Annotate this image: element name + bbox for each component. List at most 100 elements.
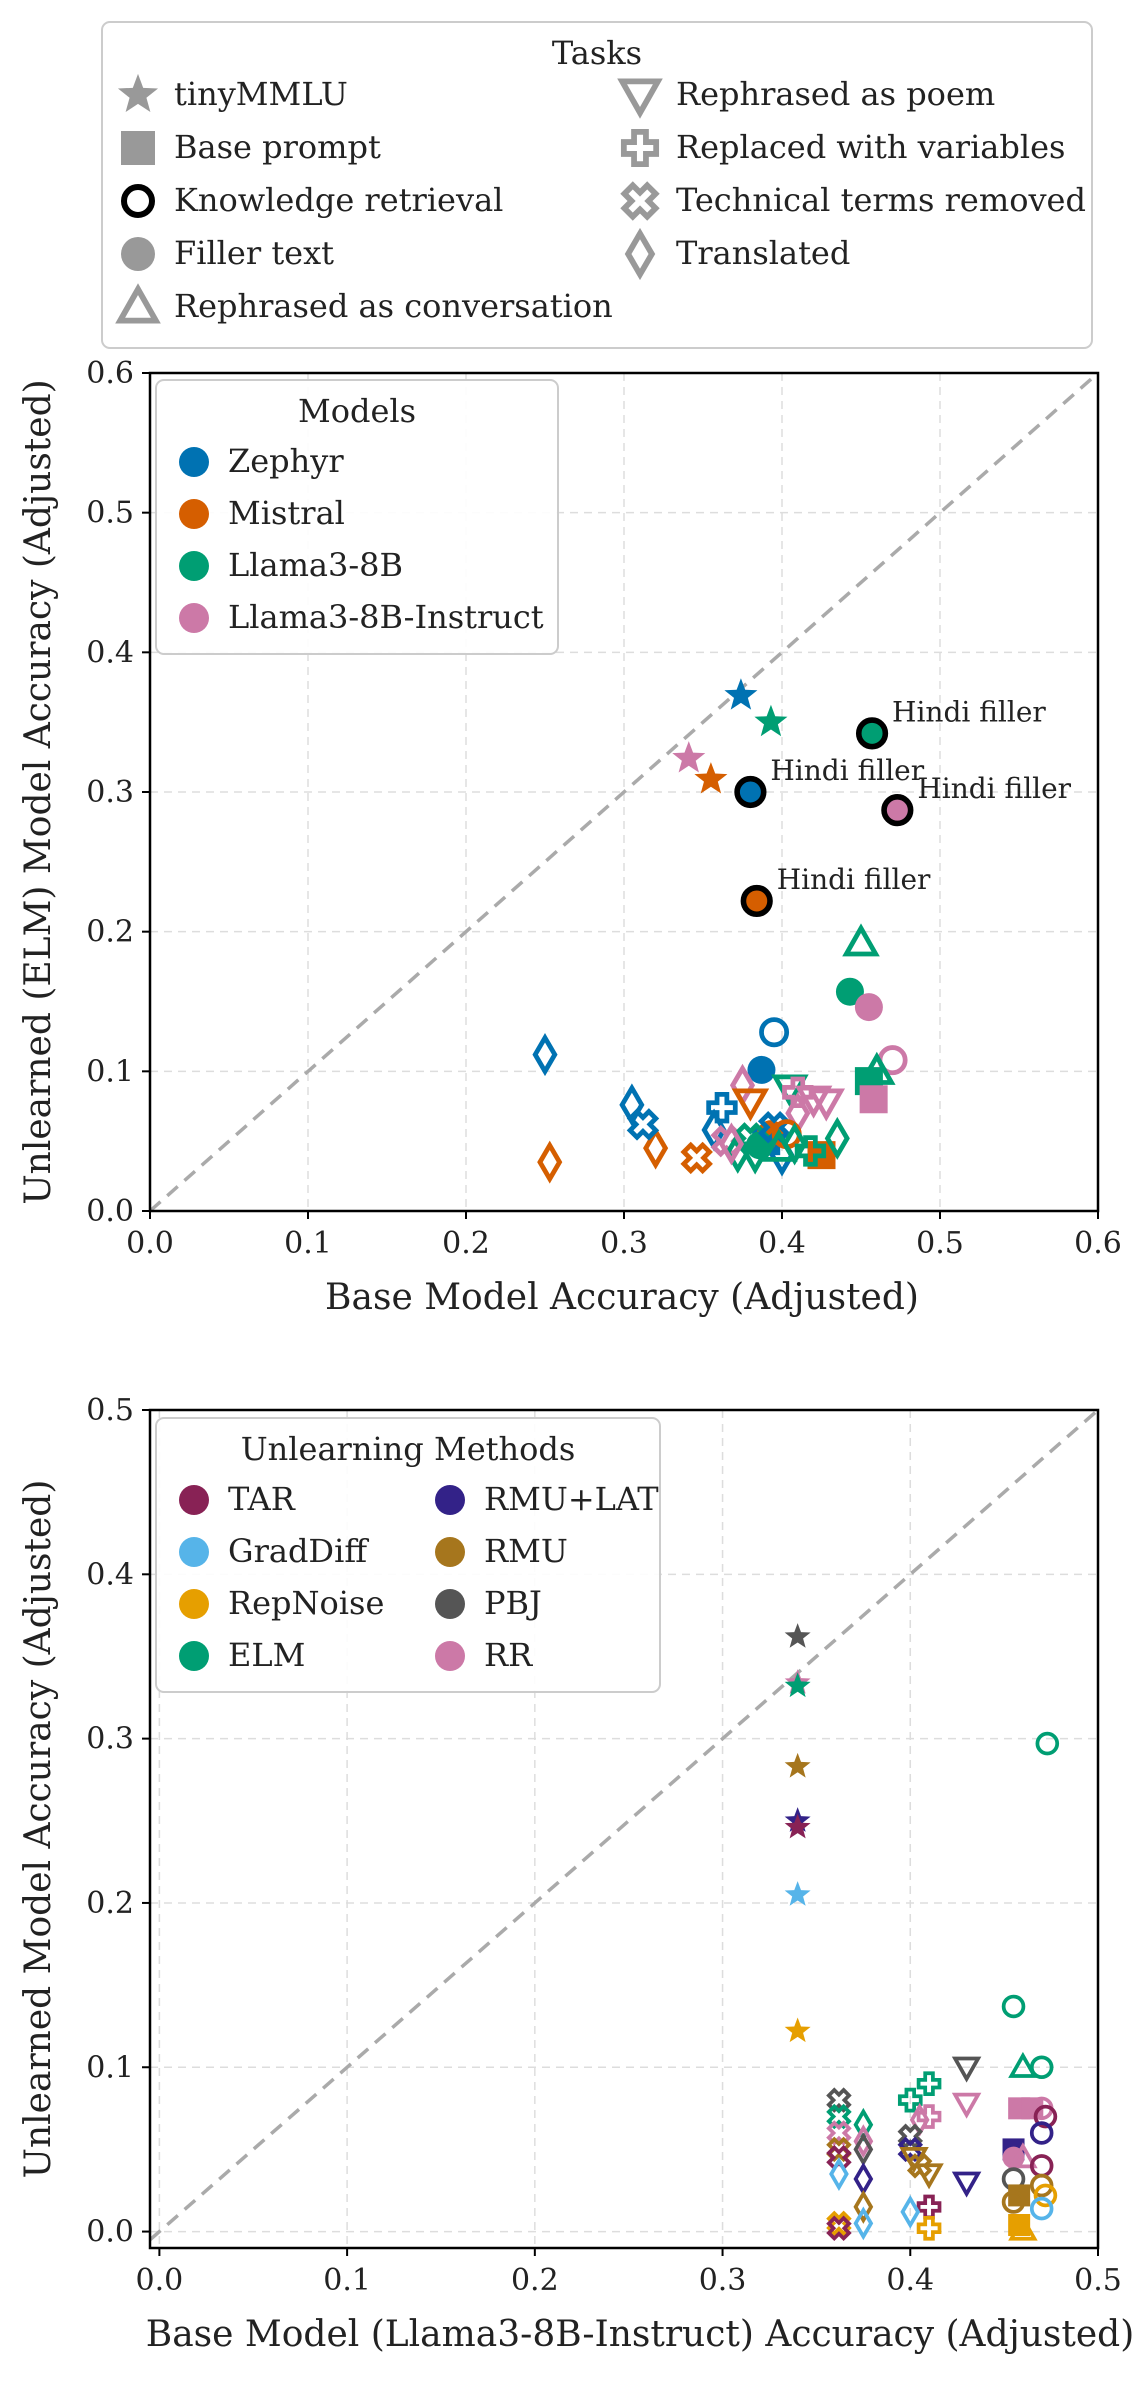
data-point	[784, 1881, 811, 1906]
data-point	[951, 2092, 982, 2119]
legend-swatch	[179, 499, 209, 529]
task-legend-label: Knowledge retrieval	[174, 181, 503, 219]
data-point	[706, 1091, 738, 1124]
annotation-hindi-filler: Hindi filler	[770, 754, 924, 787]
annotation-hindi-filler: Hindi filler	[777, 863, 931, 896]
data-point	[643, 1126, 669, 1170]
data-point	[532, 1033, 558, 1077]
data-point	[916, 2071, 942, 2097]
diagonal-reference-line	[148, 371, 1100, 1213]
data-point	[853, 2124, 874, 2159]
y-tick-label: 0.2	[86, 915, 134, 950]
data-point	[897, 2123, 924, 2150]
legend-label: RMU	[484, 1532, 568, 1570]
legend-label: Zephyr	[228, 442, 344, 480]
data-point	[881, 794, 914, 827]
data-point	[826, 2210, 852, 2237]
data-point	[829, 2157, 849, 2191]
data-points	[784, 1623, 1060, 2242]
legend-swatch	[179, 603, 209, 633]
data-point	[784, 1623, 811, 1648]
task-legend-label: tinyMMLU	[174, 75, 348, 113]
data-point	[826, 2087, 852, 2113]
plot-frame	[148, 1408, 1100, 2250]
legend-entry: Zephyr	[179, 442, 344, 480]
legend-entry: RR	[435, 1636, 533, 1674]
legend-marker-ring	[121, 184, 155, 218]
y-tick-label: 0.0	[86, 2215, 134, 2250]
data-point	[807, 1088, 846, 1122]
data-point	[916, 2194, 942, 2220]
legend-swatch	[179, 447, 209, 477]
y-tick-label: 0.5	[86, 1393, 134, 1428]
task-legend-frame	[101, 21, 1093, 349]
x-tick-label: 0.0	[126, 1226, 174, 1261]
series-legend: Models Zephyr Mistral Llama3-8B Llama3-8B-In…	[155, 379, 559, 655]
data-point	[794, 1135, 827, 1167]
data-point	[694, 762, 728, 794]
data-point	[1029, 2055, 1054, 2080]
x-tick-label: 0.1	[284, 1226, 332, 1261]
task-legend-label: Filler text	[174, 234, 334, 272]
y-tick-label: 0.2	[86, 1886, 134, 1921]
legend-label: TAR	[228, 1480, 296, 1518]
data-point	[916, 2104, 942, 2129]
x-tick-label: 0.5	[916, 1226, 964, 1261]
data-point	[794, 1085, 833, 1119]
legend-entry: RMU	[435, 1532, 568, 1570]
legend-swatch	[435, 1641, 465, 1671]
y-tick-label: 0.0	[86, 1194, 134, 1229]
data-point	[672, 741, 706, 773]
data-point	[1001, 1994, 1026, 2019]
data-point	[1029, 2121, 1054, 2145]
data-point	[1008, 2142, 1038, 2169]
y-axis-label: Unlearned (ELM) Model Accuracy (Adjusted…	[18, 379, 59, 1204]
y-tick-label: 0.3	[86, 1722, 134, 1757]
data-point	[914, 2163, 944, 2190]
series-legend-title: Models	[298, 392, 416, 430]
y-tick-label: 0.5	[86, 496, 134, 531]
data-point	[724, 678, 758, 710]
legend-marker-x	[620, 181, 660, 221]
y-tick-label: 0.4	[86, 635, 134, 670]
x-tick-label: 0.2	[442, 1226, 490, 1261]
data-point	[734, 775, 767, 809]
legend-label: RR	[484, 1636, 533, 1674]
y-tick-label: 0.1	[86, 2050, 134, 2085]
data-point	[835, 977, 864, 1006]
data-point	[842, 923, 880, 957]
x-tick-label: 0.4	[758, 1226, 806, 1261]
data-point	[680, 1141, 713, 1175]
data-point	[747, 1055, 776, 1084]
x-tick-label: 0.4	[886, 2263, 934, 2298]
legend-entry: Mistral	[179, 494, 345, 532]
data-point	[826, 2120, 852, 2146]
data-point	[853, 2190, 874, 2224]
data-point	[784, 1672, 811, 1698]
data-point	[736, 1141, 774, 1175]
data-point	[1008, 2214, 1038, 2241]
legend-entry: PBJ	[435, 1584, 542, 1622]
data-point	[760, 1128, 798, 1162]
annotation-hindi-filler: Hindi filler	[892, 695, 1046, 728]
legend-label: PBJ	[484, 1584, 542, 1622]
x-tick-label: 0.5	[1074, 2263, 1122, 2298]
legend-marker-circle	[121, 237, 155, 271]
legend-swatch	[179, 1537, 209, 1567]
annotation-hindi-filler: Hindi filler	[917, 772, 1071, 805]
data-point	[826, 2215, 852, 2242]
legend-marker-diamond	[624, 227, 656, 281]
legend-label: Llama3-8B-Instruct	[228, 598, 544, 636]
data-point	[784, 1813, 811, 1839]
data-point	[900, 2194, 921, 2229]
task-legend-label: Base prompt	[174, 128, 381, 166]
legend-entry: Llama3-8B-Instruct	[179, 598, 544, 636]
legend-entry: ELM	[179, 1636, 305, 1674]
series-legend-title: Unlearning Methods	[241, 1430, 576, 1468]
series-legend: Unlearning Methods TAR GradDiff RepNoise ELM…	[155, 1417, 661, 1693]
data-point	[1029, 2196, 1054, 2221]
legend-label: RepNoise	[228, 1584, 384, 1622]
data-point	[1008, 2051, 1038, 2078]
y-tick-label: 0.1	[86, 1054, 134, 1089]
